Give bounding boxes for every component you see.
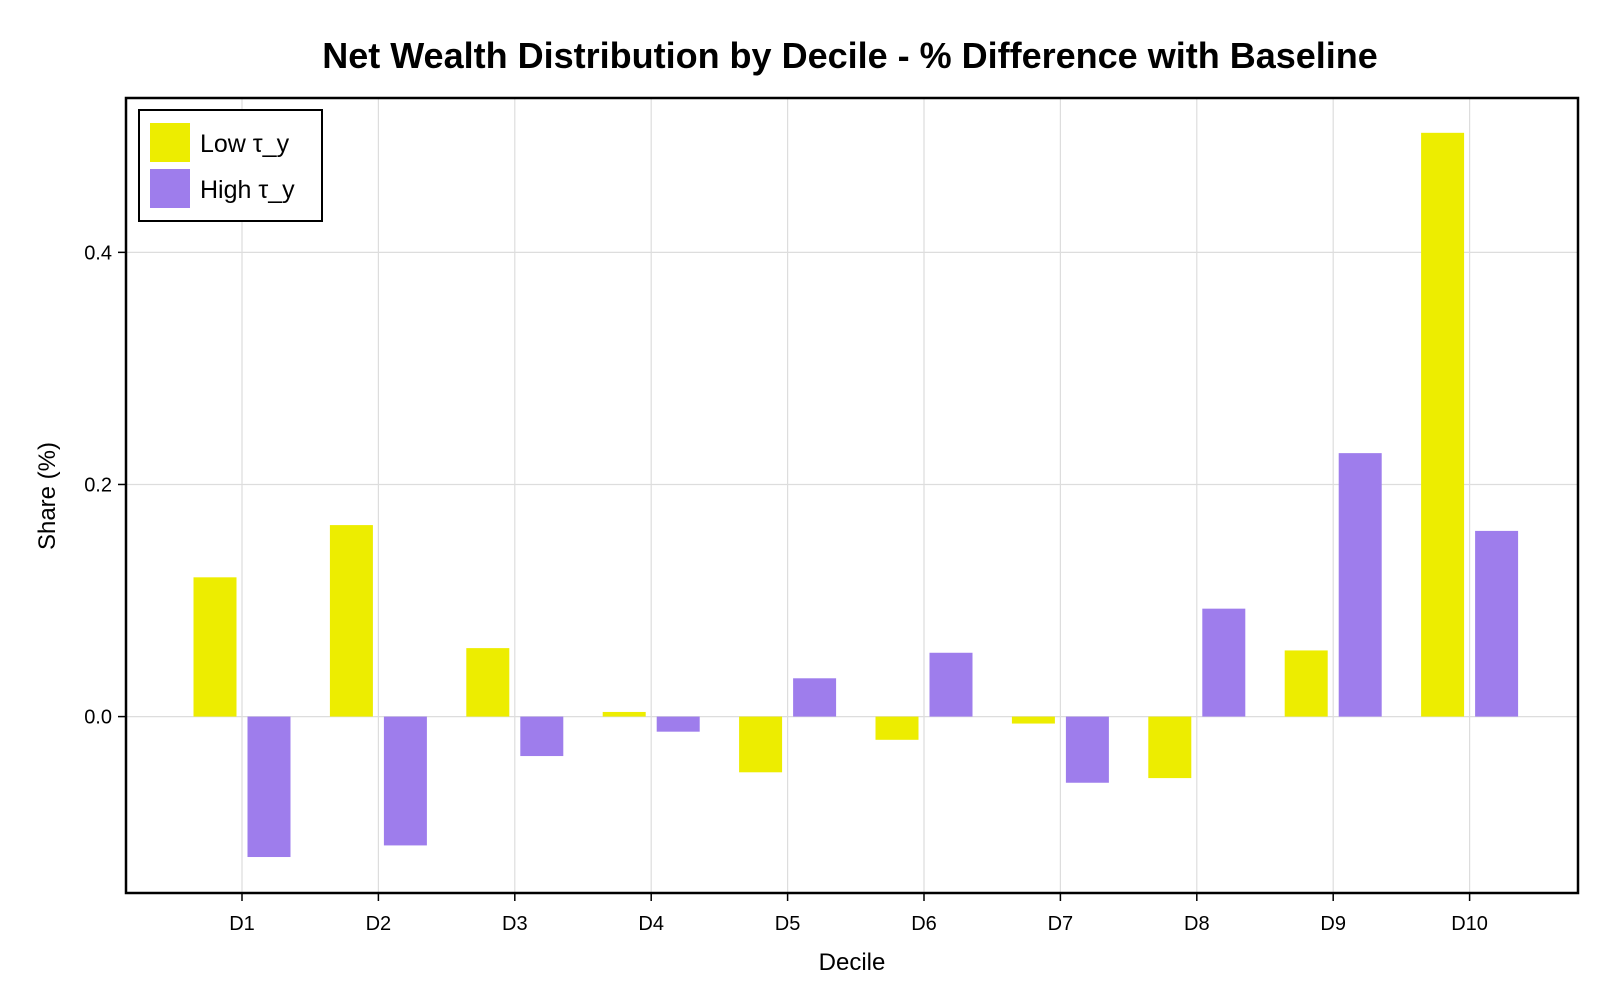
bar-low-d1 (193, 577, 237, 717)
bar-high-d5 (793, 678, 837, 717)
legend: Low τ_y High τ_y (138, 109, 323, 222)
y-tick-label: 0.2 (84, 474, 112, 496)
chart-title: Net Wealth Distribution by Decile - % Di… (322, 35, 1378, 76)
x-axis-label: Decile (819, 949, 886, 976)
bar-high-d7 (1065, 716, 1109, 783)
x-tick-label-d1: D1 (229, 913, 255, 935)
x-tick-label-d2: D2 (366, 913, 392, 935)
x-tick-label-d9: D9 (1320, 913, 1346, 935)
y-axis-label: Share (%) (34, 442, 61, 550)
bars-layer (193, 132, 1519, 858)
bar-low-d9 (1284, 650, 1328, 717)
x-tick-label-d10: D10 (1451, 913, 1488, 935)
bar-high-d8 (1202, 608, 1246, 717)
grid-layer (126, 98, 1578, 893)
bar-low-d10 (1421, 132, 1465, 717)
legend-swatch-low (150, 123, 190, 162)
bar-high-d1 (247, 716, 291, 858)
legend-label-high: High τ_y (200, 176, 295, 204)
x-tick-label-d4: D4 (638, 913, 664, 935)
x-tick-label-d7: D7 (1048, 913, 1074, 935)
bar-high-d6 (929, 652, 973, 717)
x-tick-label-d6: D6 (911, 913, 937, 935)
x-tick-label-d8: D8 (1184, 913, 1210, 935)
bar-high-d4 (656, 716, 700, 732)
bar-low-d6 (875, 716, 919, 740)
ticks-layer: D1 D2 D3 D4 D5 D6 D7 D8 D9 D10 0.0 0.2 0.4 (84, 242, 1488, 935)
plot-frame (124, 96, 1580, 895)
x-tick-label-d3: D3 (502, 913, 528, 935)
bar-low-d7 (1011, 716, 1055, 724)
x-tick-label-d5: D5 (775, 913, 801, 935)
bar-high-d2 (383, 716, 427, 846)
y-tick-label: 0.4 (84, 242, 112, 264)
y-tick-label: 0.0 (84, 707, 112, 729)
legend-label-low: Low τ_y (200, 130, 290, 158)
bar-low-d3 (466, 648, 510, 717)
bar-low-d4 (602, 711, 646, 717)
bar-high-d9 (1338, 453, 1382, 717)
bar-high-d3 (520, 716, 564, 757)
bar-high-d10 (1475, 530, 1519, 717)
bar-low-d5 (739, 716, 783, 773)
legend-swatch-high (150, 169, 190, 208)
bar-low-d8 (1148, 716, 1192, 779)
bar-low-d2 (329, 525, 373, 717)
